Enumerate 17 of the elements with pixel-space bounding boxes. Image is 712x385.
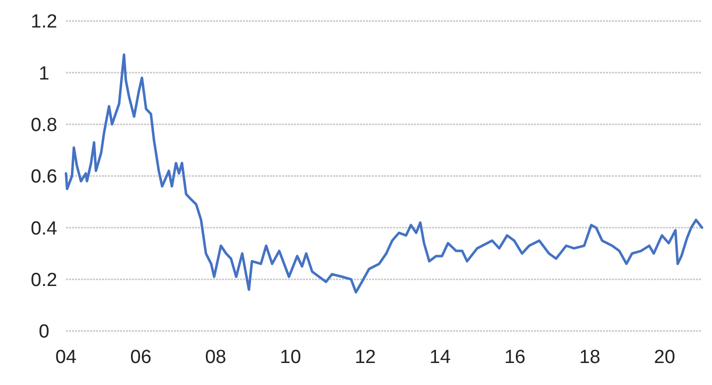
x-tick-label: 08 bbox=[205, 347, 226, 368]
x-tick-label: 14 bbox=[430, 347, 452, 368]
y-tick-label: 0 bbox=[38, 322, 50, 343]
y-tick-label: 0.2 bbox=[30, 270, 58, 291]
x-tick-label: 10 bbox=[280, 347, 302, 368]
y-tick-label: 1.2 bbox=[30, 12, 58, 33]
x-tick-label: 16 bbox=[504, 347, 526, 368]
x-tick-label: 04 bbox=[55, 347, 77, 368]
x-tick-label: 18 bbox=[579, 347, 600, 368]
y-tick-label: 1 bbox=[38, 63, 50, 84]
line-series bbox=[64, 53, 704, 294]
y-tick-label: 0.4 bbox=[30, 218, 58, 240]
x-tick-label: 20 bbox=[654, 347, 676, 368]
y-tick-label: 0.8 bbox=[30, 114, 58, 136]
x-tick-label: 12 bbox=[354, 347, 376, 368]
y-tick-label: 0.6 bbox=[30, 166, 58, 188]
x-tick-label: 06 bbox=[130, 347, 152, 368]
